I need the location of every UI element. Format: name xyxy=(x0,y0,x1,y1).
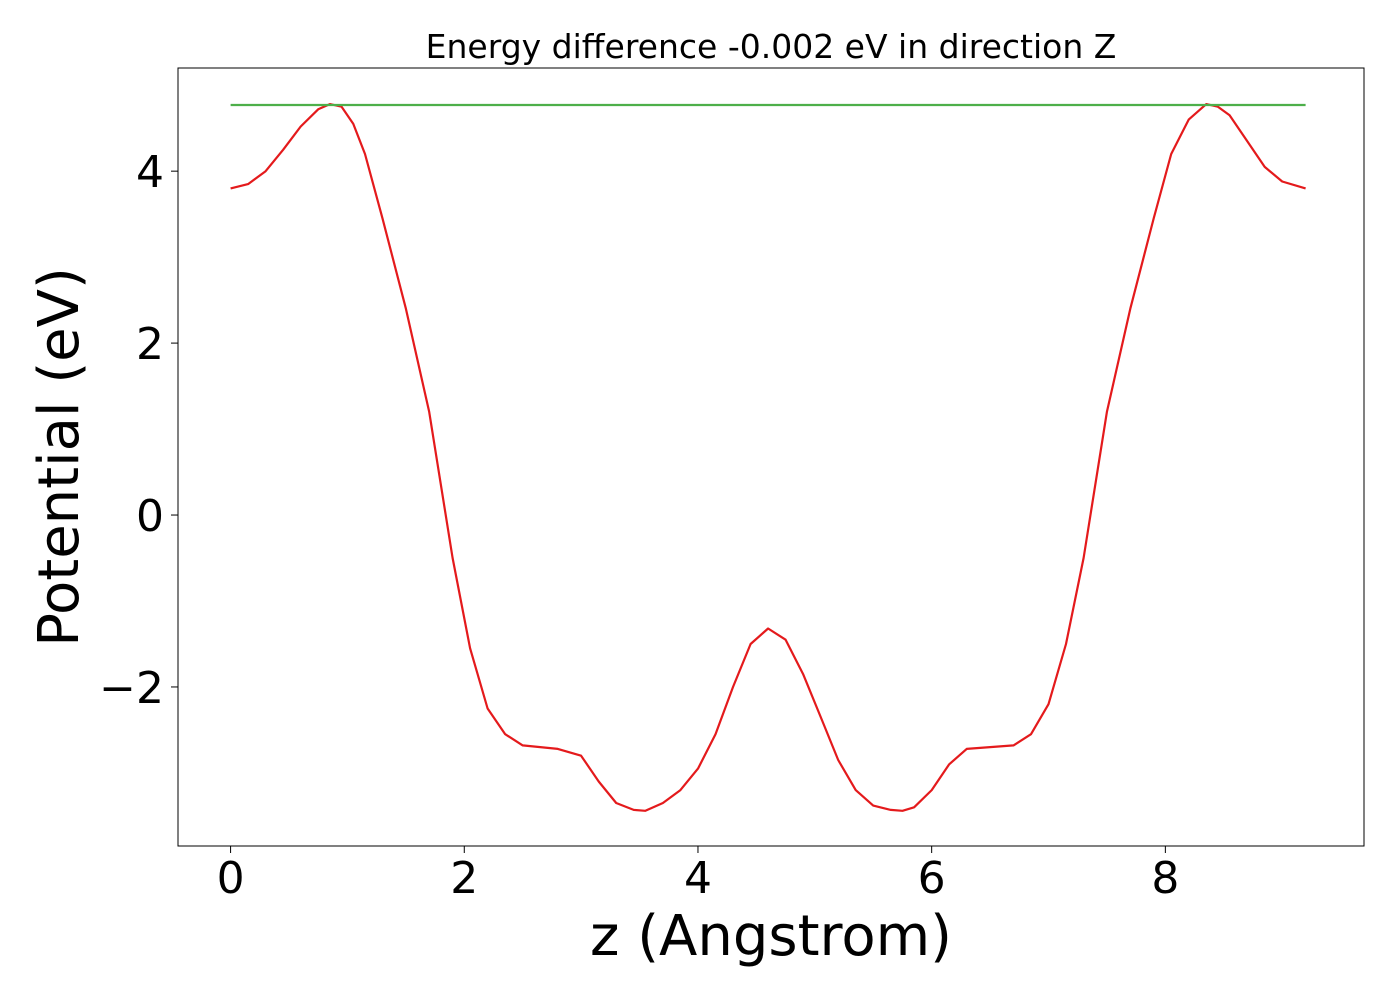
plot-area-frame xyxy=(177,67,1365,847)
x-axis-label: z (Angstrom) xyxy=(590,904,952,969)
plot-lines xyxy=(230,102,1306,812)
x-tick-label: 8 xyxy=(1151,853,1179,904)
y-tick-label: 4 xyxy=(136,147,164,198)
x-tick-label: 6 xyxy=(918,853,946,904)
y-tick-label: 2 xyxy=(136,319,164,370)
x-axis-ticks: 0 2 4 6 8 xyxy=(217,846,1179,904)
chart-title: Energy difference -0.002 eV in direction… xyxy=(426,27,1117,66)
y-axis-label: Potential (eV) xyxy=(27,267,92,647)
x-tick-label: 4 xyxy=(684,853,712,904)
series-line-0 xyxy=(230,102,1306,812)
y-tick-label: 0 xyxy=(136,491,164,542)
y-tick-label: −2 xyxy=(99,663,164,714)
x-tick-label: 2 xyxy=(450,853,478,904)
y-axis-ticks: −2 0 2 4 xyxy=(99,147,178,714)
x-tick-label: 0 xyxy=(217,853,245,904)
